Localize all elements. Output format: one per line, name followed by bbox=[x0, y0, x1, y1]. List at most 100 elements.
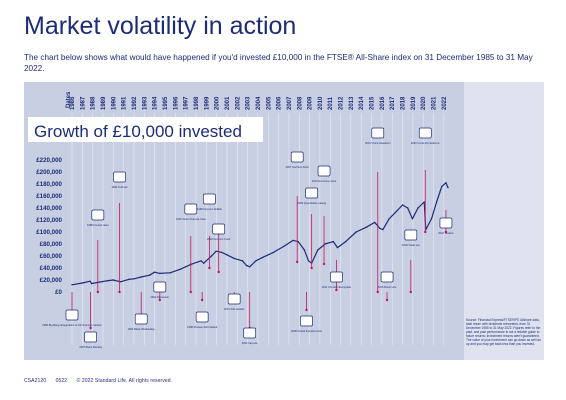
year-tick-label: 2010 bbox=[318, 96, 324, 110]
data-point bbox=[441, 185, 443, 188]
event-icon bbox=[65, 309, 79, 321]
year-tick-label: 2013 bbox=[349, 96, 355, 110]
data-point bbox=[221, 251, 223, 254]
footer-date: 0522 bbox=[55, 378, 68, 384]
data-point bbox=[324, 243, 326, 245]
year-tick-label: 1995 bbox=[163, 96, 169, 110]
year-tick-label: 1987 bbox=[80, 96, 86, 110]
data-point bbox=[430, 218, 433, 220]
event-dot bbox=[118, 290, 121, 294]
y-tick-label: £40,000 bbox=[40, 265, 63, 272]
data-point bbox=[233, 257, 235, 260]
data-point bbox=[355, 231, 357, 233]
data-point bbox=[307, 260, 310, 262]
event-label: 1997 Asian financial crisis bbox=[176, 217, 206, 221]
year-tick-label: 1992 bbox=[132, 96, 138, 110]
data-point bbox=[336, 246, 339, 249]
event-dot bbox=[385, 298, 389, 302]
event-dot bbox=[217, 270, 220, 274]
data-point bbox=[128, 278, 130, 281]
data-point bbox=[401, 204, 404, 206]
event-icon bbox=[203, 193, 216, 205]
data-point bbox=[133, 278, 135, 280]
event-label: 2011 US debt downgrade bbox=[322, 285, 352, 289]
page-subtitle: The chart below shows what would have ha… bbox=[24, 53, 533, 73]
year-tick-label: 1988 bbox=[91, 96, 97, 110]
y-tick-label: £60,000 bbox=[40, 253, 63, 260]
event-icon bbox=[184, 203, 198, 215]
data-point bbox=[382, 228, 384, 231]
chart-title: Growth of £10,000 invested bbox=[34, 122, 242, 141]
y-tick-label: £20,000 bbox=[40, 277, 63, 284]
event-label: 2009 Quantitative easing bbox=[297, 201, 326, 205]
event-dot bbox=[208, 266, 211, 270]
event-dot bbox=[89, 326, 92, 330]
data-point bbox=[81, 282, 84, 284]
series-line bbox=[71, 182, 449, 286]
event-label: 1998 Russian debt default bbox=[187, 325, 217, 329]
event-dot bbox=[200, 298, 204, 302]
data-point bbox=[423, 201, 425, 203]
year-tick-label: 1986 bbox=[70, 96, 76, 110]
event-dot bbox=[305, 308, 308, 312]
y-tick-label: £120,000 bbox=[36, 217, 62, 224]
data-point bbox=[388, 218, 390, 220]
year-tick-label: 2005 bbox=[266, 96, 272, 110]
data-point bbox=[345, 240, 347, 243]
year-tick-label: 1999 bbox=[204, 96, 210, 110]
year-tick-label: 2017 bbox=[390, 96, 396, 110]
event-icon bbox=[290, 151, 304, 163]
year-tick-label: 2007 bbox=[287, 96, 293, 110]
data-point bbox=[200, 260, 202, 262]
event-label: 1990 Gulf war bbox=[111, 185, 127, 189]
data-point bbox=[272, 251, 275, 254]
event-icon bbox=[380, 271, 394, 283]
data-point bbox=[71, 284, 73, 286]
year-tick-label: 1990 bbox=[111, 96, 117, 110]
data-point bbox=[148, 274, 151, 276]
event-label: 2003 Iraq war bbox=[242, 341, 258, 345]
year-tick-label: 2008 bbox=[297, 96, 303, 110]
data-point bbox=[169, 272, 171, 274]
event-label: 2010 Eurozone crisis bbox=[312, 179, 337, 183]
data-point bbox=[379, 227, 381, 230]
chart-title-box bbox=[28, 117, 263, 142]
page-title: Market volatility in action bbox=[24, 12, 297, 40]
data-point bbox=[140, 276, 142, 278]
event-dot bbox=[322, 262, 326, 266]
event-label: 1999 Dot-com bubble bbox=[197, 207, 222, 211]
event-icon bbox=[243, 327, 257, 339]
data-point bbox=[107, 279, 109, 282]
data-point bbox=[215, 250, 217, 252]
dates-label: Dates bbox=[66, 91, 72, 108]
year-tick-label: 2004 bbox=[256, 96, 262, 110]
event-dot bbox=[310, 266, 313, 270]
event-label: 2008 Global financial crisis bbox=[291, 329, 323, 333]
y-tick-label: £200,000 bbox=[36, 169, 62, 176]
data-point bbox=[332, 240, 335, 243]
event-dot bbox=[335, 288, 338, 292]
data-point bbox=[447, 186, 449, 189]
footer: CSA2120 0522 © 2022 Standard Life. All r… bbox=[24, 378, 180, 384]
data-point bbox=[407, 207, 409, 209]
event-icon bbox=[91, 209, 105, 221]
year-tick-label: 2002 bbox=[235, 96, 241, 110]
data-point bbox=[89, 280, 91, 282]
y-tick-label: £160,000 bbox=[36, 193, 62, 200]
y-tick-label: £140,000 bbox=[36, 205, 62, 212]
data-point bbox=[245, 264, 248, 267]
data-point bbox=[112, 279, 115, 281]
data-point bbox=[248, 266, 251, 268]
data-point bbox=[262, 256, 264, 258]
notes-panel bbox=[464, 82, 544, 360]
footer-code: CSA2120 bbox=[24, 378, 47, 384]
year-tick-label: 1998 bbox=[194, 96, 200, 110]
data-point bbox=[226, 254, 228, 256]
event-label: 1986 Big Bang deregulation of UK financi… bbox=[42, 323, 102, 327]
data-point bbox=[241, 260, 244, 262]
data-point bbox=[411, 218, 414, 220]
event-icon bbox=[317, 165, 331, 177]
data-point bbox=[445, 182, 447, 184]
data-point bbox=[396, 209, 399, 212]
